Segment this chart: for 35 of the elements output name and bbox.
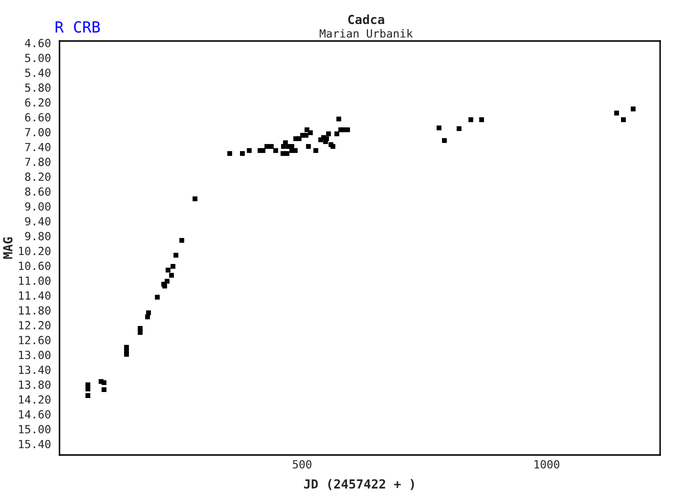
y-tick-label: 15.00 [19,425,50,434]
y-tick-label: 4.60 [24,38,50,48]
chart-subtitle: Marian Urbanik [320,29,413,38]
y-tick-label: 5.40 [25,68,50,77]
y-tick-label: 13.40 [19,366,50,374]
y-tick-label: 9.80 [25,232,50,240]
y-tick-label: 7.80 [25,158,50,166]
y-tick-label: 6.60 [25,113,50,122]
y-tick-label: 14.60 [19,410,50,419]
y-tick-label: 7.00 [25,128,50,136]
y-tick-label: 13.00 [19,350,50,360]
x-tick-label: 500 [292,460,312,469]
x-tick-label: 1000 [534,460,560,469]
y-tick-label: 8.60 [25,187,50,196]
y-tick-label: 8.20 [25,172,50,181]
y-tick-label: 10.20 [19,246,50,256]
y-tick-label: 12.60 [19,336,50,344]
y-tick-label: 9.00 [25,202,50,211]
y-tick-label: 11.80 [19,306,50,315]
y-tick-label: 14.20 [19,395,50,404]
y-axis-title: MAG [3,237,13,259]
y-tick-label: 9.40 [25,217,50,226]
y-tick-label: 10.60 [19,262,50,270]
y-tick-label: 5.80 [25,83,50,92]
y-tick-label: 15.40 [19,440,50,448]
chart-title: Cadca [348,14,384,24]
y-tick-label: 11.00 [19,276,50,285]
y-tick-label: 6.20 [25,98,50,107]
y-tick-label: 11.40 [19,291,50,300]
x-axis-title: JD (2457422 + ) [304,479,414,490]
y-tick-label: 5.00 [25,54,50,62]
y-tick-label: 7.40 [25,142,50,152]
y-tick-label: 12.20 [19,321,50,330]
text: R CRB [56,21,100,33]
y-tick-label: 13.80 [19,380,50,389]
